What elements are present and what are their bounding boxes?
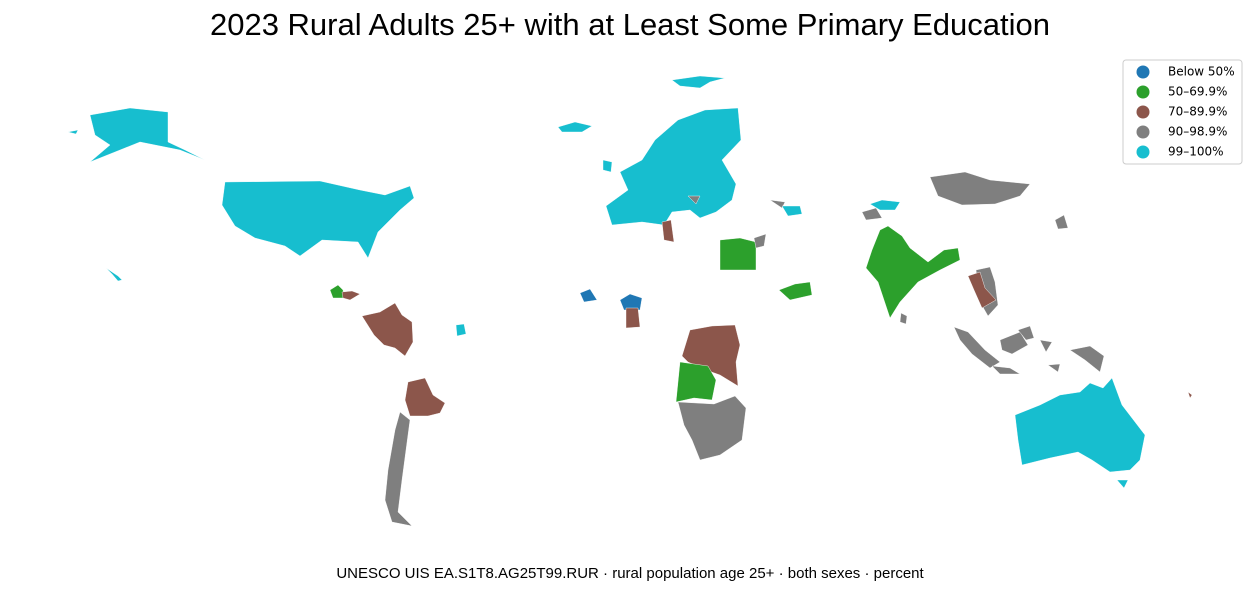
country (661, 219, 675, 243)
country (929, 171, 1031, 206)
country (1039, 339, 1053, 353)
legend-marker (1136, 65, 1150, 79)
country (1017, 325, 1035, 341)
country (1116, 479, 1129, 489)
legend-marker (1136, 85, 1150, 99)
legend-label: 70–89.9% (1168, 105, 1227, 119)
country (1054, 214, 1069, 230)
country (341, 290, 361, 301)
legend-label: 50–69.9% (1168, 85, 1227, 99)
source-note: UNESCO UIS EA.S1T8.AG25T99.RUR · rural p… (336, 565, 924, 582)
country (557, 121, 593, 133)
country (455, 323, 467, 337)
legend-label: Below 50% (1168, 65, 1235, 79)
legend-marker (1136, 145, 1150, 159)
legend-box (1122, 59, 1243, 165)
country (953, 326, 1001, 369)
country (625, 307, 641, 329)
legend-label: 99–100% (1168, 145, 1224, 159)
country (579, 288, 598, 303)
country (865, 225, 961, 319)
country (361, 302, 414, 357)
country (899, 312, 908, 325)
country (869, 199, 901, 211)
country (781, 205, 803, 217)
country (1047, 363, 1061, 373)
country (719, 237, 757, 271)
country (687, 195, 701, 205)
country (89, 107, 206, 163)
country (605, 107, 742, 226)
country (602, 159, 613, 173)
country (677, 395, 747, 461)
legend-marker (1136, 105, 1150, 119)
country (404, 377, 446, 417)
country (1014, 377, 1146, 473)
country (991, 365, 1021, 375)
country (861, 207, 883, 221)
country (681, 324, 741, 387)
country (999, 331, 1029, 355)
country (105, 267, 123, 282)
country (967, 271, 997, 309)
map-title: 2023 Rural Adults 25+ with at Least Some… (210, 7, 1050, 42)
country (778, 281, 813, 301)
world-map (67, 75, 1193, 527)
legend-marker (1136, 125, 1150, 139)
legend-label: 90–98.9% (1168, 125, 1227, 139)
country (671, 75, 726, 89)
legend: Below 50% 50–69.9% 70–89.9% 90–98.9% 99–100% (1122, 59, 1243, 165)
country (619, 293, 643, 311)
country (67, 129, 79, 135)
country (769, 199, 786, 209)
country (753, 233, 767, 249)
country (384, 411, 413, 527)
country (1187, 391, 1193, 399)
country (675, 361, 717, 403)
country (221, 180, 415, 259)
country (1069, 345, 1105, 373)
